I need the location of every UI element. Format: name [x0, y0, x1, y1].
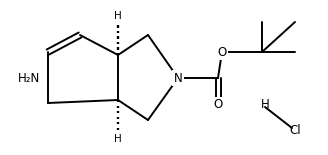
Text: H: H: [114, 11, 122, 21]
Text: Cl: Cl: [289, 124, 301, 137]
Text: H: H: [114, 134, 122, 144]
Text: O: O: [217, 46, 227, 58]
Text: N: N: [174, 71, 182, 84]
Text: H₂N: H₂N: [18, 71, 40, 84]
Text: H: H: [261, 98, 269, 111]
Text: O: O: [214, 98, 223, 111]
